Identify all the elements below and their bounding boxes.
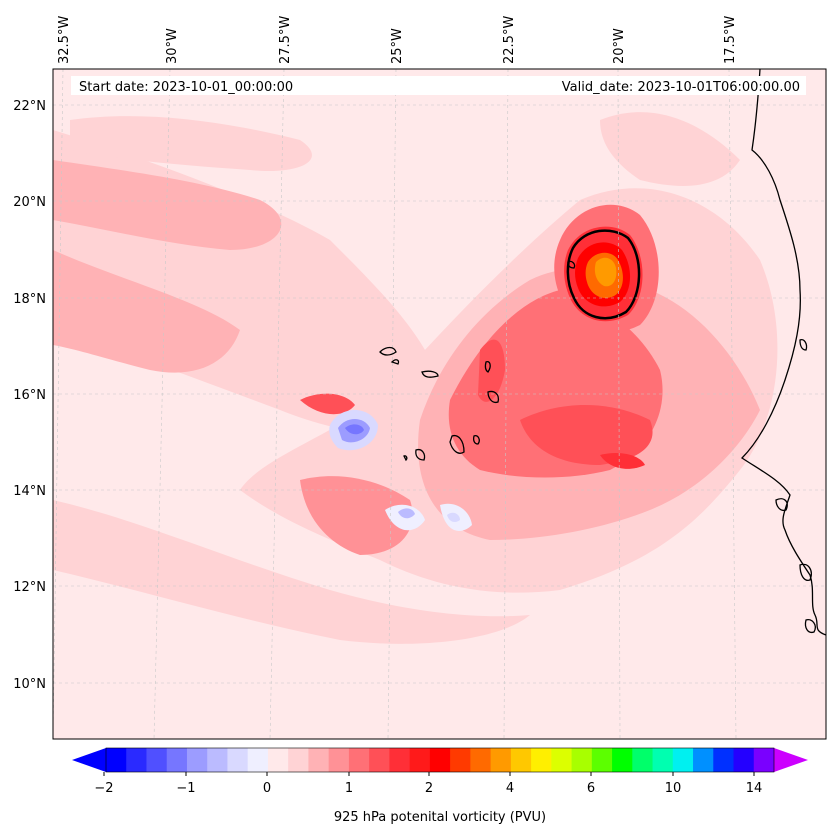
cb-tick-label: −1	[176, 781, 195, 796]
africa-coastline	[740, 69, 826, 636]
colorbar-tick-labels: −2 −1 0 1 2 4 6 10 14	[94, 781, 762, 796]
colorbar-cell	[450, 748, 471, 772]
lon-label-27-5w: 27.5°W	[278, 16, 293, 64]
pv-cyclone-core	[554, 204, 659, 332]
colorbar-cell	[490, 748, 512, 772]
start-date-label: Start date: 2023-10-01_00:00:00	[79, 80, 293, 95]
lon-label-30w: 30°W	[165, 28, 180, 64]
map-frame	[52, 68, 827, 740]
cb-tick-label: 4	[506, 781, 514, 796]
island-sal	[484, 360, 491, 373]
island-maio	[472, 434, 480, 445]
colorbar-cell	[672, 748, 694, 772]
lon-label-17-5w: 17.5°W	[723, 16, 738, 64]
colorbar-cell	[328, 748, 350, 772]
pv-field-medium	[300, 269, 760, 555]
lat-label-20n: 20°N	[13, 195, 46, 210]
coastlines	[379, 69, 826, 636]
colorbar-cell	[632, 748, 654, 772]
colorbar-cell	[126, 748, 147, 772]
lon-label-25w: 25°W	[390, 28, 405, 64]
colorbar-ticks	[103, 772, 755, 776]
colorbar-cell	[510, 748, 532, 772]
island-sao-nicolau	[421, 370, 439, 378]
colorbar-cell	[369, 748, 390, 772]
lat-label-16n: 16°N	[13, 388, 46, 403]
cb-tick-label: 6	[587, 781, 595, 796]
lon-label-32-5w: 32.5°W	[57, 16, 72, 64]
colorbar-cell	[389, 748, 411, 772]
colorbar-cell	[146, 748, 168, 772]
pv-negative-patches	[329, 410, 472, 531]
colorbar-cell	[531, 748, 552, 772]
cb-tick-label: 1	[345, 781, 353, 796]
island-santiago	[449, 434, 465, 454]
colorbar-cell	[612, 748, 633, 772]
cb-tick-label: 2	[425, 781, 433, 796]
colorbar-under-arrow	[72, 748, 106, 772]
lat-label-22n: 22°N	[13, 99, 46, 114]
cb-tick-label: 14	[746, 781, 763, 796]
colorbar-cell	[753, 748, 775, 772]
lat-label-10n: 10°N	[13, 677, 46, 692]
colorbar-cells	[106, 748, 775, 772]
longitude-labels: 32.5°W 30°W 27.5°W 25°W 22.5°W 20°W 17.5…	[57, 16, 738, 64]
colorbar-cell	[429, 748, 451, 772]
cyclone-contour	[566, 229, 641, 320]
lon-label-20w: 20°W	[612, 28, 627, 64]
colorbar-cell	[652, 748, 674, 772]
cb-tick-label: 10	[665, 781, 682, 796]
colorbar-cell	[227, 748, 249, 772]
colorbar-cell	[247, 748, 269, 772]
colorbar-cell	[207, 748, 228, 772]
lat-label-18n: 18°N	[13, 292, 46, 307]
colorbar: −2 −1 0 1 2 4 6 10 14 925 hPa potenital …	[72, 747, 808, 825]
colorbar-cell	[713, 748, 735, 772]
colorbar-cell	[470, 748, 492, 772]
colorbar-cell	[551, 748, 573, 772]
cb-tick-label: 0	[263, 781, 271, 796]
lon-label-22-5w: 22.5°W	[502, 16, 517, 64]
cb-tick-label: −2	[94, 781, 113, 796]
gridlines	[53, 69, 826, 739]
colorbar-title: 925 hPa potenital vorticity (PVU)	[334, 810, 546, 825]
colorbar-frame	[105, 747, 775, 773]
colorbar-cell	[288, 748, 309, 772]
island-fogo	[415, 448, 426, 461]
island-santo-antao	[379, 346, 397, 356]
colorbar-cell	[571, 748, 593, 772]
colorbar-cell	[267, 748, 289, 772]
colorbar-cell	[591, 748, 613, 772]
lat-label-12n: 12°N	[13, 580, 46, 595]
island-brava	[403, 455, 408, 462]
header-bar	[71, 76, 806, 95]
map-panel	[53, 69, 826, 739]
colorbar-over-arrow	[774, 748, 808, 772]
colorbar-cell	[409, 748, 431, 772]
colorbar-cell	[348, 748, 370, 772]
colorbar-cell	[733, 748, 755, 772]
valid-date-label: Valid_date: 2023-10-01T06:00:00.00	[562, 80, 800, 95]
colorbar-cell	[308, 748, 330, 772]
lat-label-14n: 14°N	[13, 484, 46, 499]
colorbar-cell	[693, 748, 714, 772]
island-boa-vista	[487, 390, 500, 404]
colorbar-cell	[186, 748, 208, 772]
colorbar-cell	[106, 748, 127, 772]
latitude-labels: 22°N 20°N 18°N 16°N 14°N 12°N 10°N	[13, 99, 46, 692]
colorbar-cell	[166, 748, 188, 772]
